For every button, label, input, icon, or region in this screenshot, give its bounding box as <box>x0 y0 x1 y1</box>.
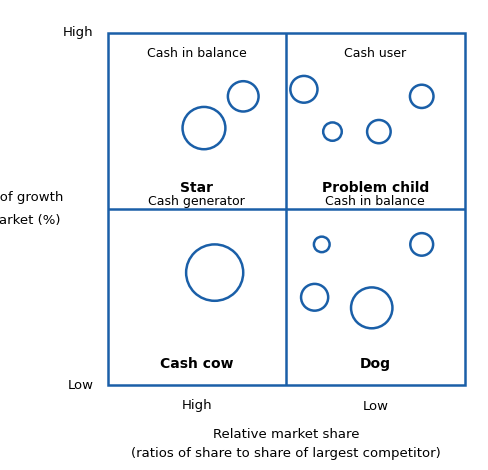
Text: Cash generator: Cash generator <box>148 195 244 208</box>
Text: Low: Low <box>362 400 387 413</box>
Circle shape <box>313 236 329 252</box>
Circle shape <box>186 244 243 301</box>
Text: Problem child: Problem child <box>321 181 428 195</box>
Text: Cash in balance: Cash in balance <box>147 47 246 60</box>
Circle shape <box>409 85 432 108</box>
Text: Dog: Dog <box>359 357 390 371</box>
Circle shape <box>366 120 390 143</box>
Text: Rate of growth: Rate of growth <box>0 191 64 204</box>
Circle shape <box>182 107 225 149</box>
Text: of market (%): of market (%) <box>0 214 61 227</box>
Text: Star: Star <box>180 181 213 195</box>
Text: Low: Low <box>67 379 93 392</box>
Text: Cash in balance: Cash in balance <box>325 195 424 208</box>
Circle shape <box>323 122 341 141</box>
Circle shape <box>409 233 432 256</box>
Text: (ratios of share to share of largest competitor): (ratios of share to share of largest com… <box>131 446 440 460</box>
Text: High: High <box>62 26 93 39</box>
Text: Relative market share: Relative market share <box>212 428 359 441</box>
Circle shape <box>290 76 317 103</box>
Text: Cash cow: Cash cow <box>160 357 233 371</box>
Circle shape <box>301 284 327 311</box>
Circle shape <box>350 288 392 328</box>
Text: Cash user: Cash user <box>344 47 406 60</box>
Circle shape <box>227 81 258 111</box>
Text: High: High <box>181 400 212 413</box>
